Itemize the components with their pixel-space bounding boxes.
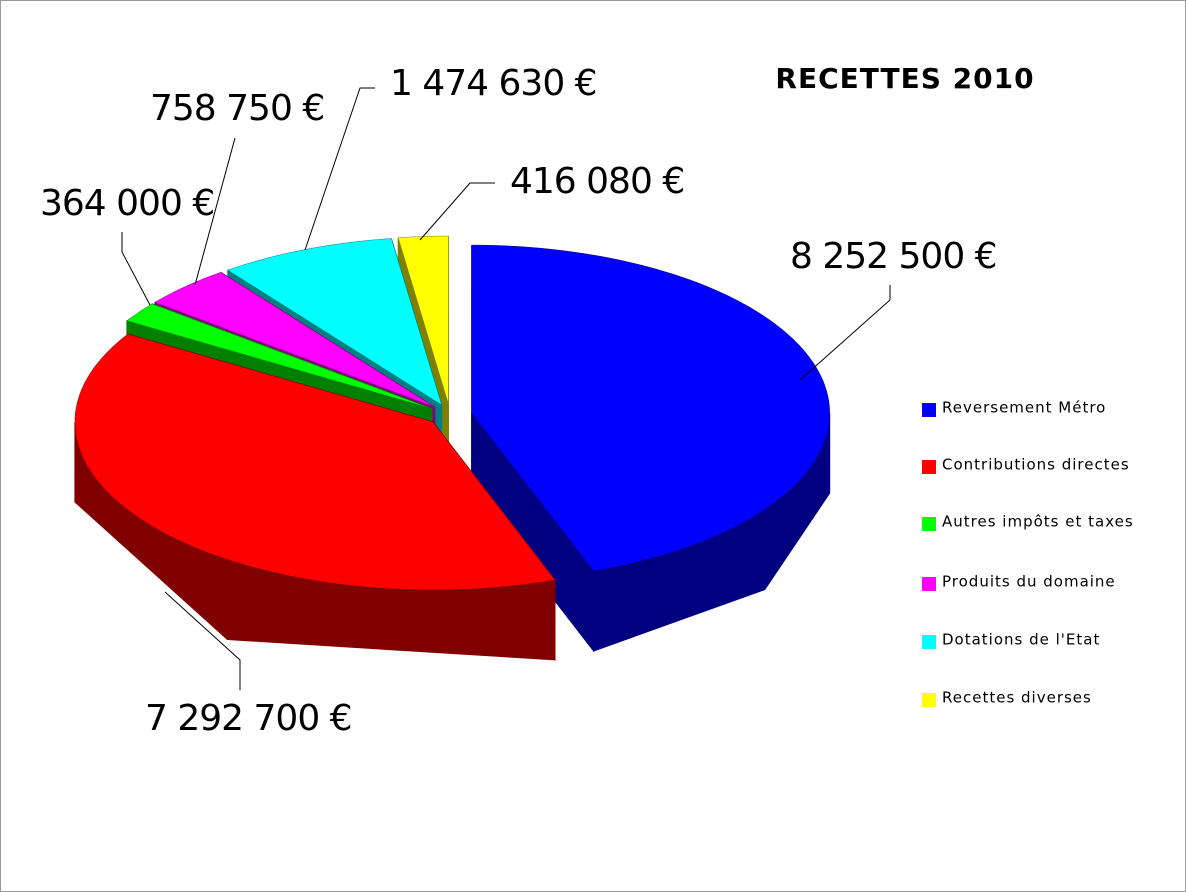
data-label: 364 000 € xyxy=(40,183,214,224)
legend-swatch xyxy=(922,460,936,474)
legend-label: Reversement Métro xyxy=(942,399,1106,417)
leader-line xyxy=(121,232,151,306)
chart-title: RECETTES 2010 xyxy=(775,62,1034,95)
data-label: 416 080 € xyxy=(510,161,684,202)
data-label: 8 252 500 € xyxy=(790,236,997,277)
slice xyxy=(126,303,433,409)
data-label: 1 474 630 € xyxy=(390,63,597,104)
legend-label: Dotations de l'Etat xyxy=(942,631,1100,649)
data-label: 7 292 700 € xyxy=(145,698,352,739)
legend-swatch xyxy=(922,693,936,707)
slice xyxy=(154,272,435,408)
slice xyxy=(471,244,830,572)
data-label: 758 750 € xyxy=(150,88,324,129)
legend-swatch xyxy=(922,403,936,417)
leader-line xyxy=(194,137,236,286)
leader-line xyxy=(304,87,375,251)
leader-line xyxy=(164,591,241,690)
leader-line xyxy=(419,182,495,241)
legend-label: Contributions directes xyxy=(942,456,1130,474)
leader-line xyxy=(799,285,891,381)
slice xyxy=(74,333,556,591)
legend-label: Autres impôts et taxes xyxy=(942,513,1134,531)
legend-swatch xyxy=(922,635,936,649)
legend-label: Recettes diverses xyxy=(942,689,1092,707)
legend-swatch xyxy=(922,577,936,591)
legend-label: Produits du domaine xyxy=(942,573,1116,591)
legend-swatch xyxy=(922,517,936,531)
